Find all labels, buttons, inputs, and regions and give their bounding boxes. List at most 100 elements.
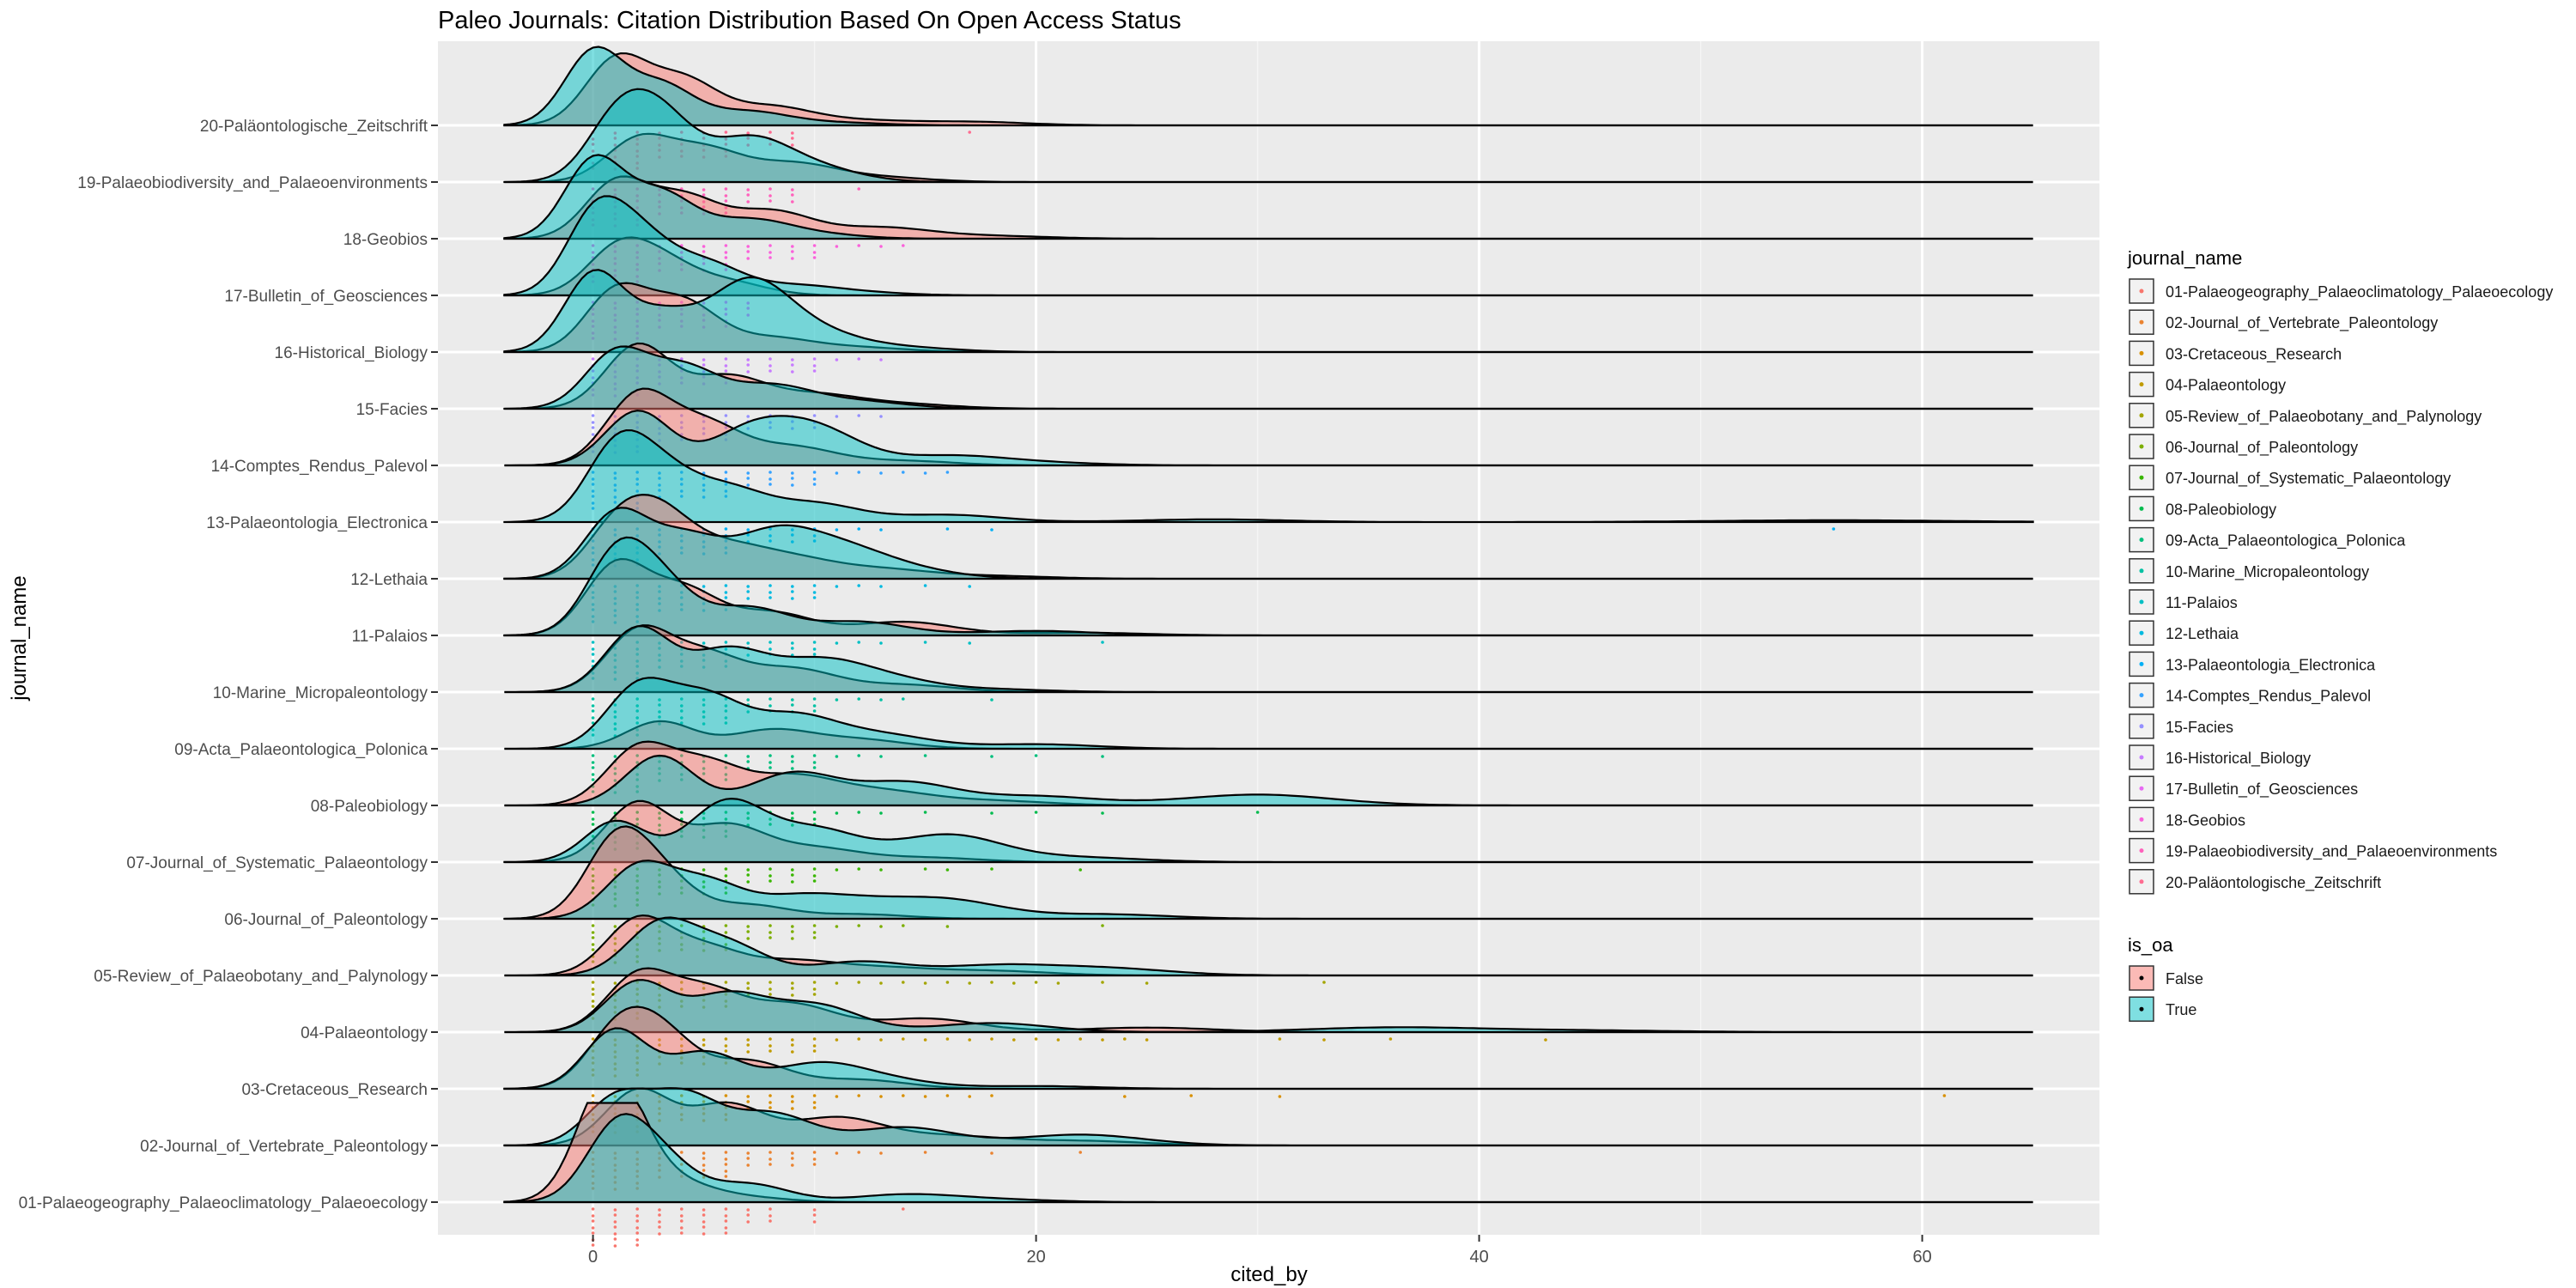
legend-swatch	[2139, 444, 2144, 449]
data-point	[812, 471, 817, 474]
data-point	[791, 131, 794, 135]
data-point	[724, 931, 728, 934]
data-point	[769, 244, 772, 247]
data-point	[769, 471, 772, 474]
y-tick-label: 06-Journal_of_Paleontology	[224, 911, 428, 929]
data-point	[812, 879, 817, 883]
legend-key	[2129, 744, 2154, 770]
data-point	[746, 257, 750, 260]
data-point	[591, 761, 595, 764]
data-point	[746, 193, 750, 197]
data-point	[1388, 1037, 1393, 1041]
legend-swatch	[2139, 975, 2144, 981]
legend-swatch	[2139, 599, 2144, 605]
data-point	[769, 584, 772, 587]
data-point	[945, 527, 950, 531]
y-tick-label: 19-Palaeobiodiversity_and_Palaeoenvironm…	[77, 174, 428, 192]
data-point	[746, 925, 750, 928]
data-point	[769, 924, 772, 927]
data-point	[746, 131, 750, 135]
data-point	[1034, 811, 1038, 814]
data-point	[591, 1231, 595, 1235]
data-point	[702, 868, 706, 872]
data-point	[879, 585, 883, 588]
data-point	[746, 1157, 750, 1160]
legend-swatch	[2139, 538, 2144, 543]
y-tick-label: 12-Lethaia	[350, 571, 428, 589]
data-point	[613, 1213, 617, 1217]
data-point	[791, 930, 794, 933]
data-point	[591, 987, 595, 991]
data-point	[879, 471, 883, 475]
data-point	[769, 867, 772, 871]
data-point	[791, 993, 794, 997]
data-point	[1034, 1037, 1038, 1041]
data-point	[812, 987, 817, 991]
data-point	[746, 1213, 750, 1217]
data-point	[791, 1100, 794, 1103]
data-point	[591, 1214, 595, 1218]
data-point	[990, 1094, 993, 1097]
data-point	[812, 874, 817, 878]
data-point	[857, 414, 860, 417]
data-point	[812, 761, 817, 764]
y-tick-label: 10-Marine_Micropaleontology	[213, 684, 428, 702]
data-point	[1034, 754, 1038, 757]
legend-label: 17-Bulletin_of_Geosciences	[2166, 781, 2358, 799]
data-point	[702, 193, 706, 197]
data-point	[769, 591, 772, 594]
data-point	[945, 868, 950, 872]
ridge-true	[504, 677, 2033, 750]
data-point	[791, 703, 794, 707]
data-point	[702, 363, 706, 367]
data-point	[1145, 1038, 1149, 1042]
data-point	[702, 245, 706, 248]
ridge-true	[503, 1113, 2033, 1204]
data-point	[746, 477, 750, 480]
data-point	[702, 1157, 706, 1160]
data-point	[724, 1049, 728, 1053]
data-point	[724, 477, 728, 481]
data-point	[923, 471, 927, 475]
data-point	[879, 811, 883, 815]
data-point	[791, 200, 794, 204]
data-point	[724, 591, 728, 594]
data-point	[1322, 981, 1326, 984]
ridge-true	[503, 1087, 2033, 1147]
data-point	[702, 1208, 706, 1212]
data-point	[724, 874, 728, 878]
data-point	[812, 766, 817, 769]
data-point	[791, 1151, 794, 1155]
y-tick-label: 13-Palaeontologia_Electronica	[206, 514, 428, 532]
data-point	[812, 754, 817, 757]
data-point	[591, 414, 595, 417]
data-point	[923, 981, 927, 985]
data-point	[769, 596, 772, 599]
data-point	[857, 584, 860, 587]
data-point	[746, 528, 750, 532]
data-point	[680, 1214, 683, 1218]
data-point	[591, 981, 595, 984]
data-point	[658, 1220, 661, 1224]
data-point	[812, 1220, 817, 1224]
data-point	[791, 477, 794, 480]
data-point	[791, 937, 794, 940]
journal-legend-title: journal_name	[2127, 247, 2242, 269]
data-point	[1078, 1151, 1082, 1154]
y-axis-title: journal_name	[8, 575, 31, 701]
legend-swatch	[2139, 289, 2144, 294]
data-point	[724, 1151, 728, 1154]
data-point	[746, 1043, 750, 1047]
legend-swatch	[2139, 475, 2144, 480]
data-point	[812, 591, 817, 594]
data-point	[724, 1163, 728, 1166]
data-point	[591, 709, 595, 713]
y-tick-label: 02-Journal_of_Vertebrate_Paleontology	[140, 1138, 428, 1156]
data-point	[812, 477, 817, 481]
data-point	[812, 811, 817, 814]
data-point	[613, 981, 617, 985]
data-point	[791, 1157, 794, 1160]
data-point	[724, 187, 728, 191]
data-point	[635, 1207, 639, 1211]
legend-label: 12-Lethaia	[2166, 625, 2239, 642]
